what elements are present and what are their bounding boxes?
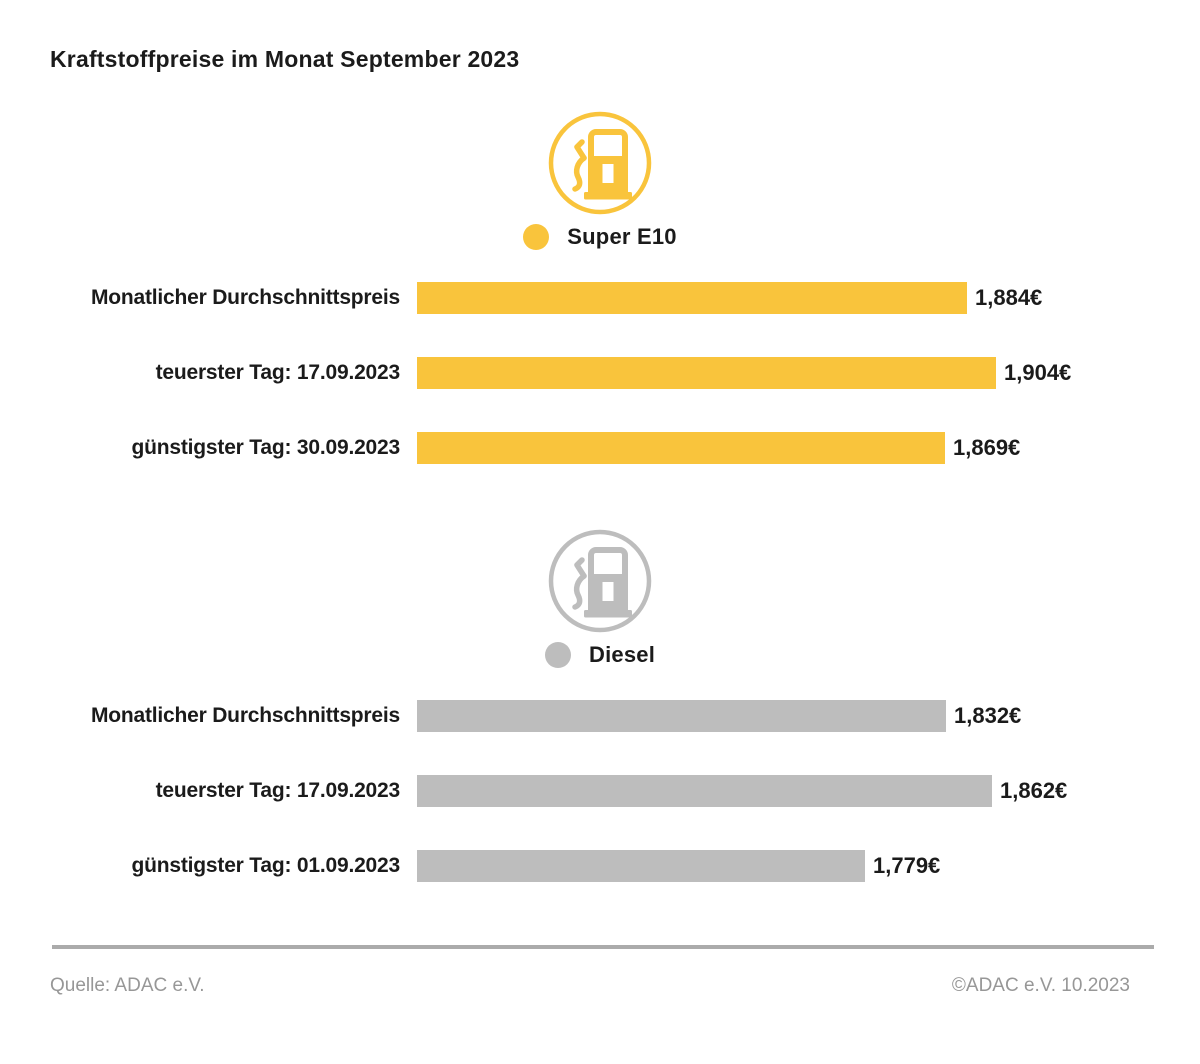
- legend-dot-super-e10: [523, 224, 550, 250]
- bar-row-cheapest-super: günstigster Tag: 30.09.2023 1,869€: [0, 432, 1200, 464]
- bar-value: 1,862€: [1000, 778, 1068, 803]
- bar-row-label: günstigster Tag: 30.09.2023: [131, 436, 401, 459]
- price-bar: [417, 700, 946, 732]
- footer-divider: [52, 945, 1154, 949]
- bar-row-average-super: Monatlicher Durchschnittspreis 1,884€: [0, 282, 1200, 314]
- legend-diesel: Diesel: [0, 642, 1200, 668]
- footer: Quelle: ADAC e.V. ©ADAC e.V. 10.2023: [0, 949, 1200, 997]
- bar-value: 1,832€: [954, 703, 1022, 728]
- price-bar: [417, 850, 865, 882]
- fuel-pump-icon: [548, 111, 652, 215]
- legend-label-super-e10: Super E10: [567, 224, 677, 249]
- bar-row-cheapest-diesel: günstigster Tag: 01.09.2023 1,779€: [0, 850, 1200, 882]
- source-note: Quelle: ADAC e.V.: [50, 975, 205, 996]
- price-bar: [417, 357, 996, 389]
- bar-row-label: teuerster Tag: 17.09.2023: [155, 361, 401, 384]
- super-e10-bars: Monatlicher Durchschnittspreis 1,884€ te…: [0, 282, 1200, 464]
- legend-super-e10: Super E10: [0, 224, 1200, 250]
- bar-value: 1,779€: [873, 853, 941, 878]
- bar-row-label: Monatlicher Durchschnittspreis: [90, 704, 400, 727]
- bar-row-average-diesel: Monatlicher Durchschnittspreis 1,832€: [0, 700, 1200, 732]
- diesel-section: Diesel Monatlicher Durchschnittspreis 1,…: [0, 464, 1200, 882]
- bar-value: 1,904€: [1004, 360, 1072, 385]
- page-title: Kraftstoffpreise im Monat September 2023: [50, 46, 520, 72]
- diesel-bars: Monatlicher Durchschnittspreis 1,832€ te…: [0, 700, 1200, 882]
- price-bar: [417, 282, 967, 314]
- fuel-pump-icon: [548, 529, 652, 633]
- bar-row-label: teuerster Tag: 17.09.2023: [155, 779, 401, 802]
- bar-row-label: günstigster Tag: 01.09.2023: [131, 854, 401, 877]
- legend-dot-diesel: [544, 642, 571, 668]
- fuel-price-infographic: Kraftstoffpreise im Monat September 2023…: [0, 46, 1200, 997]
- price-bar: [417, 775, 992, 807]
- super-e10-section: Super E10 Monatlicher Durchschnittspreis…: [0, 73, 1200, 464]
- bar-row-most-expensive-super: teuerster Tag: 17.09.2023 1,904€: [0, 357, 1200, 389]
- bar-value: 1,869€: [953, 435, 1021, 460]
- legend-label-diesel: Diesel: [588, 642, 656, 667]
- bar-row-most-expensive-diesel: teuerster Tag: 17.09.2023 1,862€: [0, 775, 1200, 807]
- bar-value: 1,884€: [975, 285, 1043, 310]
- bar-row-label: Monatlicher Durchschnittspreis: [90, 286, 400, 309]
- price-bar: [417, 432, 945, 464]
- copyright-note: ©ADAC e.V. 10.2023: [951, 975, 1130, 996]
